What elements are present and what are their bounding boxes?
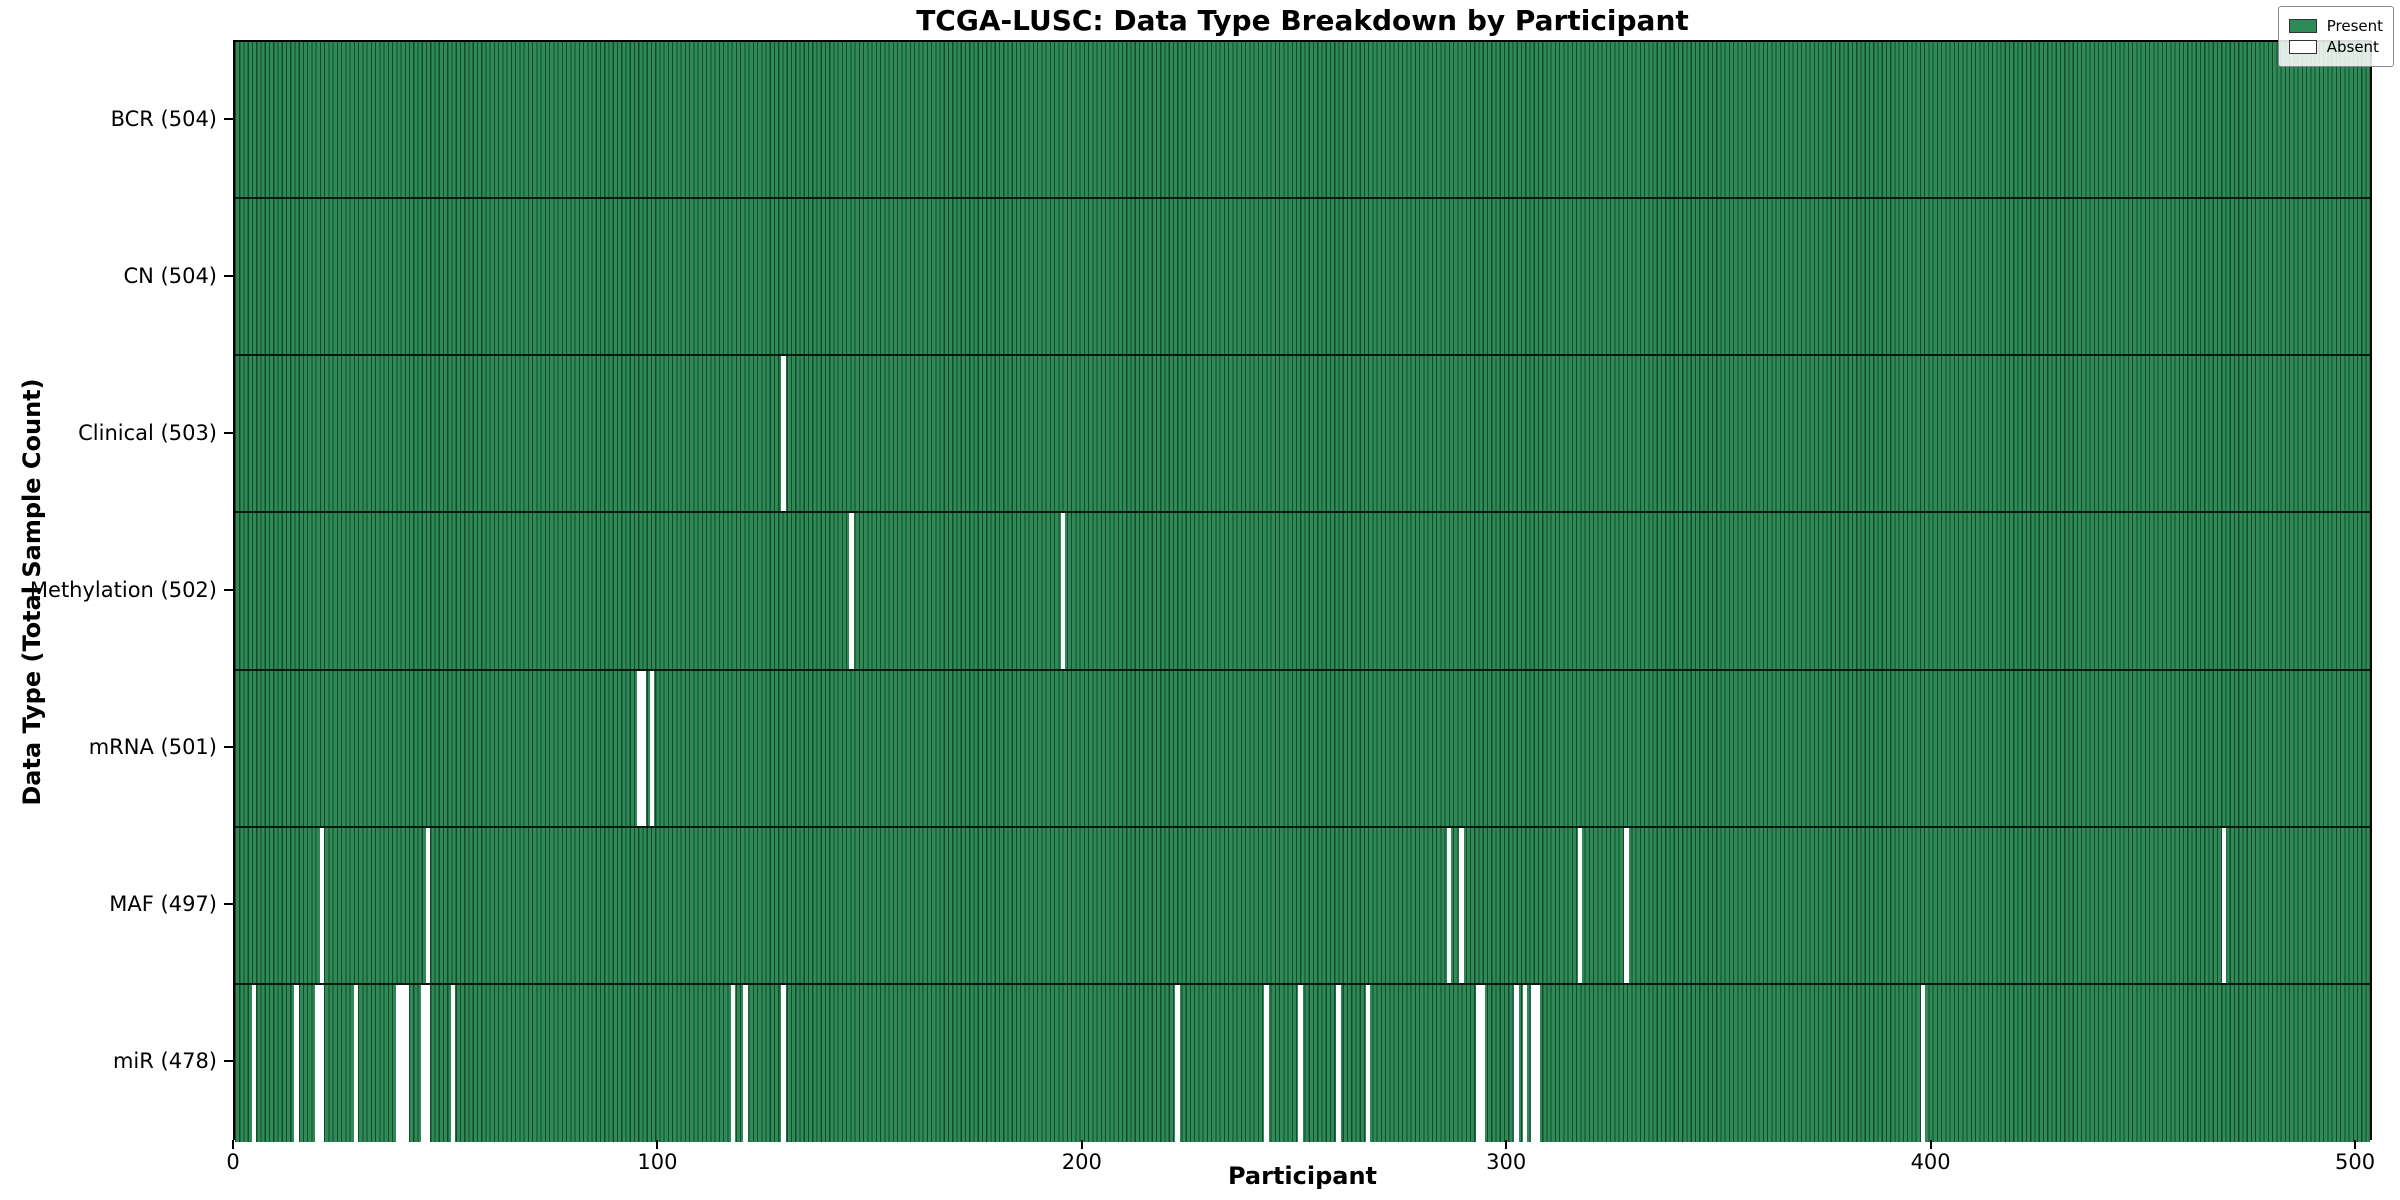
absent-gap [1920,984,1926,1142]
legend-entry-absent: Absent [2288,38,2383,56]
absent-gap [743,984,748,1142]
xtick-label: 100 [637,1150,678,1174]
absent-gap [1522,984,1528,1142]
legend-label-present: Present [2326,17,2383,35]
absent-gap [1298,984,1303,1142]
ytick-label: MAF (497) [109,892,217,917]
absent-gap [1624,827,1629,983]
legend: Present Absent [2277,6,2394,67]
absent-gap [637,670,646,826]
absent-gap [2221,827,2226,983]
chart-title: TCGA-LUSC: Data Type Breakdown by Partic… [916,4,1689,37]
absent-swatch-icon [2288,40,2317,54]
ytick-mark [224,1060,233,1063]
ytick-label: Clinical (503) [78,420,217,445]
ytick-label: Methylation (502) [29,578,217,602]
xtick-label: 200 [1061,1150,1102,1174]
ytick-mark [224,903,233,906]
absent-gap [251,984,257,1142]
xtick-mark [656,1140,659,1149]
absent-gap [315,984,324,1142]
absent-gap [781,984,786,1142]
absent-gap [294,984,299,1142]
absent-gap [1577,827,1583,983]
absent-gap [319,827,324,983]
presence-row-cn [235,199,2370,357]
ytick-label: miR (478) [112,1049,217,1074]
ytick-label: CN (504) [123,263,217,288]
absent-gap [451,984,456,1142]
presence-row-methylation [235,513,2370,671]
xtick-mark [2354,1140,2357,1149]
absent-gap [849,513,854,669]
y-axis: BCR (504) CN (504) Clinical (503) Methylati… [0,40,233,1140]
legend-label-absent: Absent [2326,38,2379,56]
absent-gap [1459,827,1464,983]
absent-gap [421,984,430,1142]
absent-gap [1264,984,1269,1142]
absent-gap [1476,984,1485,1142]
xtick-mark [232,1140,234,1149]
presence-row-clinical [235,356,2370,514]
absent-gap [781,356,786,512]
plot-area [233,40,2372,1142]
absent-gap [650,670,655,826]
absent-gap [1175,984,1180,1142]
ytick-mark [224,431,233,434]
absent-gap [1514,984,1519,1142]
ytick-mark [224,589,233,591]
presence-row-mir [235,984,2370,1142]
absent-gap [395,984,409,1142]
present-swatch-icon [2288,19,2317,33]
x-axis: 0 100 200 300 400 500 [226,1140,2375,1186]
xtick-label: 0 [226,1150,240,1174]
xtick-label: 500 [2334,1150,2376,1174]
legend-entry-present: Present [2288,17,2383,35]
xtick-mark [1080,1140,1083,1149]
absent-gap [730,984,735,1142]
absent-gap [1446,827,1451,983]
xtick-mark [1929,1140,1932,1149]
ytick-label: mRNA (501) [88,735,217,760]
absent-gap [1366,984,1371,1142]
presence-row-maf [235,827,2370,985]
ytick-mark [224,117,233,120]
absent-gap [425,827,430,983]
presence-row-mrna [235,670,2370,828]
xtick-label: 400 [1910,1150,1951,1174]
ytick-label: BCR (504) [110,106,217,131]
presence-row-bcr [235,42,2370,200]
x-axis-label: Participant [1227,1162,1378,1190]
xtick-mark [1505,1140,1508,1149]
absent-gap [1531,984,1540,1142]
absent-gap [1061,513,1066,669]
ytick-mark [224,746,233,749]
ytick-mark [224,274,233,277]
absent-gap [1336,984,1341,1142]
xtick-label: 300 [1486,1150,1527,1174]
absent-gap [353,984,358,1142]
